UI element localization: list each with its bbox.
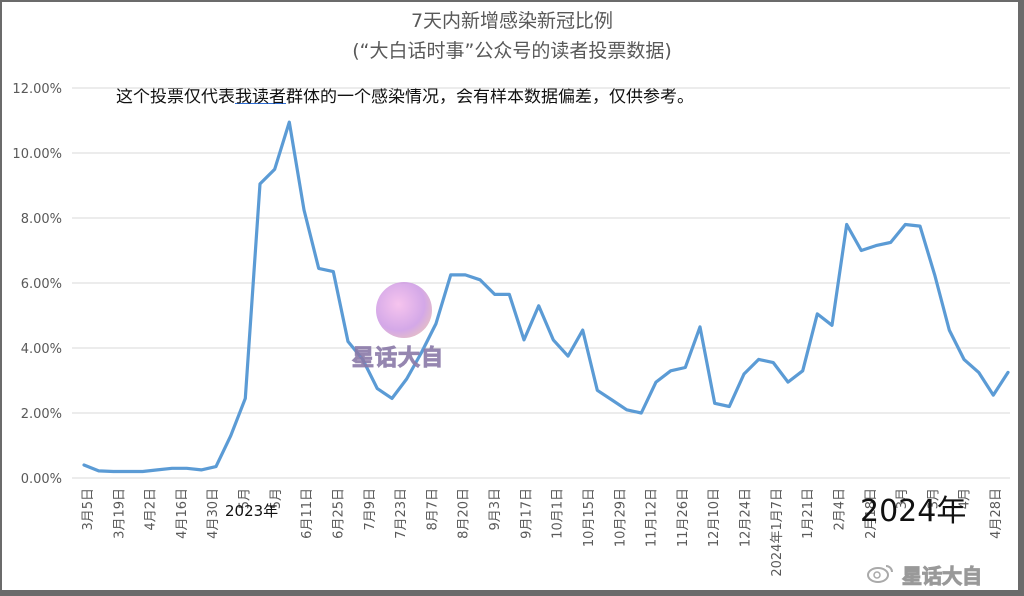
y-tick-label: 10.00% xyxy=(12,147,62,162)
y-tick-label: 4.00% xyxy=(21,342,62,357)
x-tick-label: 4月16日 xyxy=(175,488,190,539)
x-tick-label: 10月1日 xyxy=(551,488,566,539)
x-tick-label: 7月9日 xyxy=(363,488,378,531)
x-tick-label: 6月11日 xyxy=(300,488,315,539)
x-tick-label: 10月15日 xyxy=(582,488,597,547)
series-line xyxy=(82,120,1010,474)
note-text-underlined: 我读者 xyxy=(235,87,286,107)
x-tick-label: 2月4日 xyxy=(832,488,847,531)
x-tick-label: 4月28日 xyxy=(989,488,1004,539)
chart-subtitle: (“大白话时事”公众号的读者投票数据) xyxy=(352,40,672,62)
x-tick-label: 11月12日 xyxy=(645,488,660,547)
y-tick-label: 0.00% xyxy=(21,472,62,487)
corner-watermark: 星话大自 xyxy=(902,564,983,589)
weibo-logo-icon xyxy=(867,565,893,583)
center-watermark: 星话大自 xyxy=(351,346,445,372)
x-tick-label: 1月21日 xyxy=(801,488,816,539)
x-tick-label: 4月30日 xyxy=(206,488,221,539)
note-text-before: 这个投票仅代表 xyxy=(116,87,235,107)
x-tick-label: 3月 xyxy=(926,488,941,509)
x-tick-label: 4月 xyxy=(958,488,973,509)
x-tick-label: 9月17日 xyxy=(519,488,534,539)
x-tick-label: 3月5日 xyxy=(81,488,96,531)
x-tick-label: 10月29日 xyxy=(613,488,628,547)
y-tick-label: 12.00% xyxy=(12,82,62,97)
x-tick-label: 3月19日 xyxy=(112,488,127,539)
x-tick-label: 9月3日 xyxy=(488,488,503,531)
chart-title: 7天内新增感染新冠比例 xyxy=(410,10,614,32)
x-tick-label: 2月18日 xyxy=(864,488,879,539)
note-text-after: 群体的一个感染情况，会有样本数据偏差，仅供参考。 xyxy=(286,87,694,107)
year-annotation-2024: 2024年 xyxy=(860,494,967,529)
x-tick-label: 2024年1月7日 xyxy=(770,488,785,577)
y-tick-label: 6.00% xyxy=(21,277,62,292)
x-tick-label: 12月10日 xyxy=(707,488,722,547)
chart-note: 这个投票仅代表我读者群体的一个感染情况，会有样本数据偏差，仅供参考。 xyxy=(116,82,694,107)
y-tick-label: 8.00% xyxy=(21,212,62,227)
x-tick-label: 8月7日 xyxy=(425,488,440,531)
x-tick-label: 12月24日 xyxy=(739,488,754,547)
x-tick-label: 8月20日 xyxy=(457,488,472,539)
x-tick-label: 6月25日 xyxy=(332,488,347,539)
x-tick-label: 5月 xyxy=(269,488,284,509)
x-tick-label: 3月 xyxy=(895,488,910,509)
sticker-logo-icon xyxy=(376,282,432,338)
year-annotation-2023: 2023年 xyxy=(225,502,279,520)
x-tick-label: 5月 xyxy=(238,488,253,509)
y-tick-label: 2.00% xyxy=(21,407,62,422)
x-tick-label: 4月2日 xyxy=(144,488,159,531)
x-tick-label: 7月23日 xyxy=(394,488,409,539)
x-tick-label: 11月26日 xyxy=(676,488,691,547)
